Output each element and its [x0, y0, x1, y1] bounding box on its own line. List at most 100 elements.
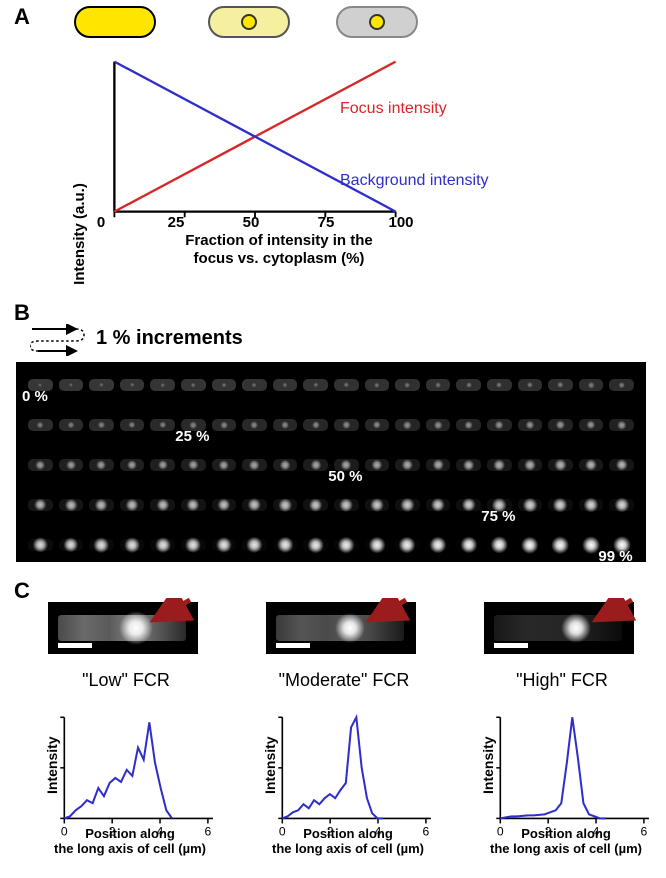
- montage-cell: [548, 459, 573, 471]
- montage-cell: [89, 459, 114, 471]
- trace-x-label-2: the long axis of cell (µm): [480, 841, 652, 856]
- montage-cell: [89, 379, 114, 391]
- montage-cell: [150, 419, 175, 431]
- montage-cell: [487, 539, 512, 551]
- scale-bar: [494, 643, 528, 648]
- montage-cell: [518, 379, 543, 391]
- trace-x-label-2: the long axis of cell (µm): [44, 841, 216, 856]
- montage-cell: [395, 419, 420, 431]
- montage-cell: [89, 539, 114, 551]
- montage-cell: [365, 379, 390, 391]
- montage-cell: [242, 459, 267, 471]
- pct-overlay: 0 %: [22, 388, 48, 405]
- scale-bar: [276, 643, 310, 648]
- montage-cell: [579, 499, 604, 511]
- montage-cell: [609, 459, 634, 471]
- montage-cell: [150, 499, 175, 511]
- montage-cell: [150, 379, 175, 391]
- panel-a-tick-3: 75: [306, 214, 346, 231]
- pct-overlay: 99 %: [598, 548, 632, 565]
- montage-cell: [456, 459, 481, 471]
- montage-cell: [59, 419, 84, 431]
- panel-a-tick-4: 100: [381, 214, 421, 231]
- montage-cell: [456, 499, 481, 511]
- montage-cell: [487, 379, 512, 391]
- montage-cell: [395, 499, 420, 511]
- montage-cell: [89, 419, 114, 431]
- panel-a-tick-1: 25: [156, 214, 196, 231]
- trace-y-label: Intensity: [262, 736, 278, 794]
- scale-bar: [58, 643, 92, 648]
- panel-a-tick-2: 50: [231, 214, 271, 231]
- montage-cell: [579, 419, 604, 431]
- montage-cell: [395, 379, 420, 391]
- montage-cell: [120, 459, 145, 471]
- montage-cell: [59, 499, 84, 511]
- trace-x-label-1: Position along: [480, 826, 652, 841]
- montage-cell: [28, 459, 53, 471]
- montage-cell: [548, 539, 573, 551]
- montage-cell: [395, 539, 420, 551]
- montage-cell: [365, 499, 390, 511]
- montage-cell: [456, 539, 481, 551]
- montage-cell: [609, 419, 634, 431]
- diagram-cell-0: [74, 6, 156, 38]
- montage-cell: [395, 459, 420, 471]
- montage-cell: [579, 459, 604, 471]
- panel-a-y-label: Intensity (a.u.): [71, 183, 88, 285]
- montage-cell: [242, 419, 267, 431]
- montage-cell: [456, 379, 481, 391]
- panel-label-b: B: [14, 300, 30, 326]
- pct-overlay: 75 %: [481, 508, 515, 525]
- montage-cell: [120, 379, 145, 391]
- montage-cell: [365, 459, 390, 471]
- thumb-0: [48, 602, 198, 654]
- montage-cell: [89, 499, 114, 511]
- montage-cell: [303, 539, 328, 551]
- arrow-icon: [360, 598, 410, 633]
- pct-overlay: 25 %: [175, 428, 209, 445]
- panel-label-a: A: [14, 4, 30, 30]
- montage-cell: [59, 379, 84, 391]
- panel-a-x-label-2: focus vs. cytoplasm (%): [129, 250, 429, 267]
- fcr-label-0: "Low" FCR: [26, 670, 226, 691]
- montage-cell: [273, 459, 298, 471]
- montage-cell: [242, 539, 267, 551]
- montage-cell: [212, 379, 237, 391]
- montage-cell: [212, 539, 237, 551]
- trace-x-label-2: the long axis of cell (µm): [262, 841, 434, 856]
- montage-cell: [242, 499, 267, 511]
- montage-cell: [548, 499, 573, 511]
- trace-x-label-1: Position along: [262, 826, 434, 841]
- trace-x-label-1: Position along: [44, 826, 216, 841]
- montage-cell: [273, 379, 298, 391]
- trace-y-label: Intensity: [480, 736, 496, 794]
- montage-cell: [120, 539, 145, 551]
- arrow-icon: [586, 598, 636, 633]
- panel-a-x-label-1: Fraction of intensity in the: [129, 232, 429, 249]
- montage-cell: [426, 379, 451, 391]
- montage-cell: [426, 539, 451, 551]
- montage-cell: [426, 459, 451, 471]
- panel-a-tick-0: 0: [81, 214, 121, 231]
- montage-cell: [609, 499, 634, 511]
- panel-label-c: C: [14, 578, 30, 604]
- montage-cell: [59, 539, 84, 551]
- focus-intensity-label: Focus intensity: [340, 100, 447, 118]
- montage-cell: [487, 459, 512, 471]
- montage-cell: [212, 459, 237, 471]
- fcr-label-1: "Moderate" FCR: [244, 670, 444, 691]
- pct-overlay: 50 %: [328, 468, 362, 485]
- montage-cell: [273, 539, 298, 551]
- montage-cell: [334, 379, 359, 391]
- montage-cell: [426, 499, 451, 511]
- montage-cell: [28, 539, 53, 551]
- montage-cell: [334, 539, 359, 551]
- montage-cell: [181, 379, 206, 391]
- montage-cell: [456, 419, 481, 431]
- montage-cell: [426, 419, 451, 431]
- montage-cell: [334, 419, 359, 431]
- montage-cell: [150, 539, 175, 551]
- montage-cell: [273, 499, 298, 511]
- trace-y-label: Intensity: [44, 736, 60, 794]
